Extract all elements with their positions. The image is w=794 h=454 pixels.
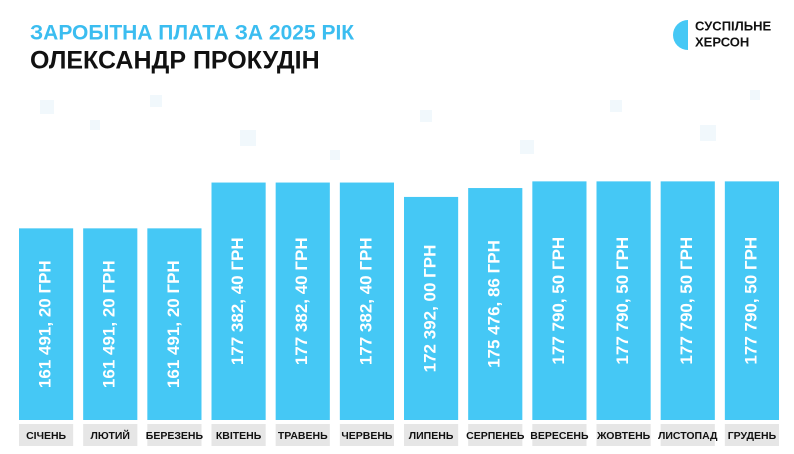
bar: [275, 182, 330, 420]
chart-subtitle: ОЛЕКСАНДР ПРОКУДІН: [30, 47, 320, 75]
background-pattern: [40, 90, 760, 160]
category-box: [404, 424, 459, 446]
x-tick-label: ГРУДЕНЬ: [728, 430, 777, 442]
x-tick-label: ВЕРЕСЕНЬ: [530, 430, 589, 442]
chart-title: ЗАРОБІТНА ПЛАТА ЗА 2025 РІК: [30, 22, 354, 45]
x-tick-label: ЛИСТОПАД: [658, 430, 718, 442]
bar: [147, 228, 202, 420]
value-label: 175 476, 86 ГРН: [485, 240, 504, 368]
value-label: 177 790, 50 ГРН: [677, 237, 696, 365]
value-label: 161 491, 20 ГРН: [36, 260, 55, 388]
value-label: 177 790, 50 ГРН: [741, 237, 760, 365]
value-label: 177 382, 40 ГРН: [292, 237, 311, 365]
x-tick-label: ЛЮТИЙ: [91, 429, 130, 442]
bar: [19, 228, 74, 420]
bar: [468, 188, 523, 420]
bar: [724, 181, 779, 420]
x-tick-label: ЛИПЕНЬ: [409, 430, 454, 442]
value-label: 177 790, 50 ГРН: [613, 237, 632, 365]
category-box: [83, 424, 138, 446]
x-tick-label: ЧЕРВЕНЬ: [341, 430, 393, 442]
value-label: 172 392, 00 ГРН: [421, 245, 440, 373]
logo-text: СУСПІЛЬНЕ: [695, 18, 772, 33]
logo-mark: [673, 20, 688, 50]
bar: [211, 182, 266, 420]
category-box: [532, 424, 587, 446]
category-box: [275, 424, 330, 446]
value-label: 177 790, 50 ГРН: [549, 237, 568, 365]
x-tick-label: СЕРПЕНЕЬ: [466, 430, 525, 442]
x-tick-label: КВІТЕНЬ: [216, 430, 262, 442]
bar: [596, 181, 651, 420]
bar: [339, 182, 394, 420]
bar: [532, 181, 587, 420]
bar: [404, 196, 459, 420]
category-box: [724, 424, 779, 446]
x-tick-label: ТРАВЕНЬ: [278, 430, 328, 442]
x-tick-label: СІЧЕНЬ: [26, 430, 66, 442]
category-box: [211, 424, 266, 446]
logo-text: ХЕРСОН: [695, 34, 749, 49]
x-tick-label: ЖОВТЕНЬ: [596, 430, 651, 442]
category-box: [468, 424, 523, 446]
bar: [83, 228, 138, 420]
category-box: [19, 424, 74, 446]
value-label: 161 491, 20 ГРН: [164, 260, 183, 388]
value-label: 161 491, 20 ГРН: [100, 260, 119, 388]
category-box: [147, 424, 202, 446]
x-tick-label: БЕРЕЗЕНЬ: [146, 430, 204, 442]
value-label: 177 382, 40 ГРН: [228, 237, 247, 365]
category-box: [596, 424, 651, 446]
category-box: [660, 424, 715, 446]
category-box: [339, 424, 394, 446]
bar: [660, 181, 715, 420]
value-label: 177 382, 40 ГРН: [356, 237, 375, 365]
